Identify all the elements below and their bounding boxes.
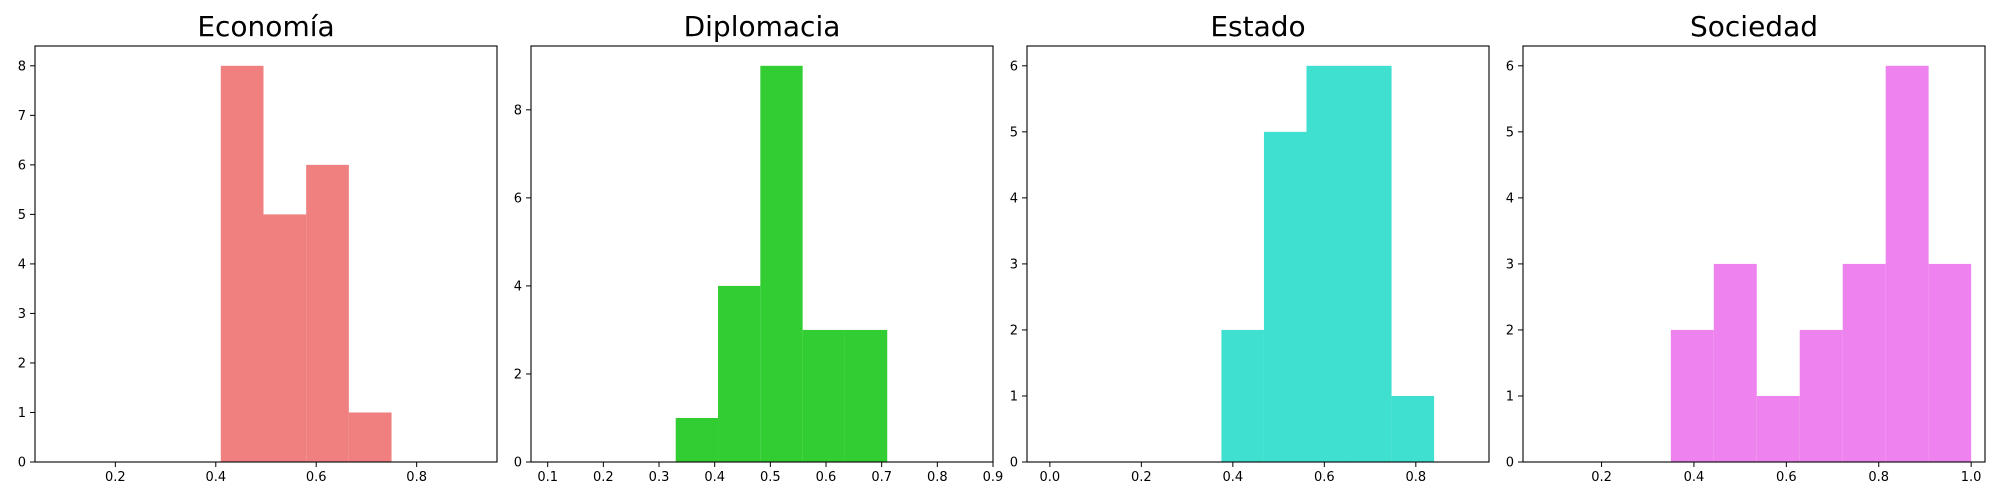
histogram-bar (675, 417, 719, 462)
axes-frame (1026, 45, 1490, 463)
histogram-bar (1263, 131, 1307, 463)
x-tick-label: 0.0 (1040, 470, 1061, 485)
x-tick-label: 0.3 (649, 470, 670, 485)
chart-title: Sociedad (1690, 10, 1818, 43)
histogram-bar (1885, 65, 1929, 463)
histogram-bar (1221, 329, 1264, 462)
y-tick-label: 1 (18, 406, 26, 421)
y-tick-label: 4 (514, 279, 522, 294)
x-tick-label: 0.4 (704, 470, 725, 485)
y-tick-label: 2 (1506, 323, 1514, 338)
chart-panel-sociedad: Sociedad 0.2 0.4 0.6 0.8 1.0 0 1 2 3 4 5 6 (1506, 10, 1986, 485)
y-tick-label: 6 (18, 158, 26, 173)
y-tick-label: 2 (18, 356, 26, 371)
chart-panel-diplomacia: Diplomacia 0.1 0.2 0.3 0.4 0.5 0.6 0.7 0.8 0.9 0 2 4… (514, 10, 1004, 485)
x-tick-label: 0.6 (1776, 470, 1797, 485)
histogram-bar (1670, 329, 1714, 462)
y-tick-label: 7 (18, 109, 26, 124)
x-tick-label: 0.8 (1405, 470, 1426, 485)
x-tick-label: 0.2 (1131, 470, 1152, 485)
x-tick-label: 0.6 (306, 470, 327, 485)
y-tick-label: 1 (1010, 389, 1018, 404)
x-tick-label: 0.9 (983, 470, 1004, 485)
x-tick-label: 0.2 (105, 470, 126, 485)
chart-title: Estado (1210, 10, 1305, 43)
x-tick-label: 0.8 (1868, 470, 1889, 485)
histogram-bar (1713, 263, 1757, 462)
histogram-bar (1349, 65, 1392, 463)
y-tick-label: 1 (1506, 389, 1514, 404)
y-tick-label: 0 (1506, 456, 1514, 471)
y-tick-label: 0 (1010, 456, 1018, 471)
x-tick-label: 0.4 (1222, 470, 1243, 485)
y-tick-label: 5 (1010, 125, 1018, 140)
axes-frame (530, 45, 994, 463)
y-tick-label: 4 (18, 257, 26, 272)
x-tick-label: 0.2 (1591, 470, 1612, 485)
axes-frame (1522, 45, 1986, 463)
x-tick-label: 0.4 (1684, 470, 1705, 485)
x-tick-label: 0.5 (760, 470, 781, 485)
x-tick-label: 0.7 (871, 470, 892, 485)
histogram-bar (718, 285, 761, 462)
x-tick-label: 1.0 (1961, 470, 1982, 485)
y-tick-label: 8 (514, 103, 522, 118)
histogram-bar (1799, 329, 1843, 462)
chart-panel-estado: Estado 0.0 0.2 0.4 0.6 0.8 0 1 2 3 4 5 6 (1010, 10, 1490, 485)
histogram-bar (802, 329, 845, 462)
y-tick-label: 5 (18, 208, 26, 223)
histogram-bar (263, 214, 307, 462)
histogram-bar (1391, 395, 1435, 462)
y-tick-label: 3 (18, 307, 26, 322)
y-tick-label: 0 (18, 456, 26, 471)
y-tick-label: 6 (1010, 59, 1018, 74)
histogram-bar (1842, 263, 1886, 462)
y-tick-label: 2 (1010, 323, 1018, 338)
histogram-bar (760, 65, 803, 463)
y-tick-label: 4 (1506, 191, 1514, 206)
y-tick-label: 5 (1506, 125, 1514, 140)
y-tick-label: 6 (1506, 59, 1514, 74)
x-tick-label: 0.2 (593, 470, 614, 485)
histogram-bar (1756, 395, 1800, 462)
histogram-bar (220, 65, 264, 463)
x-tick-label: 0.8 (406, 470, 427, 485)
chart-title: Diplomacia (684, 10, 841, 43)
histogram-bar (1928, 263, 1972, 462)
x-tick-label: 0.6 (816, 470, 837, 485)
histogram-bar (1306, 65, 1350, 463)
chart-panel-economia: Economía 0.2 0.4 0.6 0.8 0 1 2 3 4 5 6 7 8 (18, 10, 498, 485)
chart-title: Economía (197, 10, 334, 43)
axes-frame (34, 45, 498, 463)
histogram-bar (348, 412, 392, 462)
x-tick-label: 0.1 (537, 470, 558, 485)
x-tick-label: 0.8 (927, 470, 948, 485)
x-tick-label: 0.6 (1314, 470, 1335, 485)
y-tick-label: 2 (514, 367, 522, 382)
y-tick-label: 4 (1010, 191, 1018, 206)
y-tick-label: 3 (1010, 257, 1018, 272)
histogram-bar (306, 164, 349, 462)
y-tick-label: 6 (514, 191, 522, 206)
y-tick-label: 8 (18, 59, 26, 74)
histogram-bar (844, 329, 888, 462)
x-tick-label: 0.4 (205, 470, 226, 485)
y-tick-label: 0 (514, 456, 522, 471)
y-tick-label: 3 (1506, 257, 1514, 272)
